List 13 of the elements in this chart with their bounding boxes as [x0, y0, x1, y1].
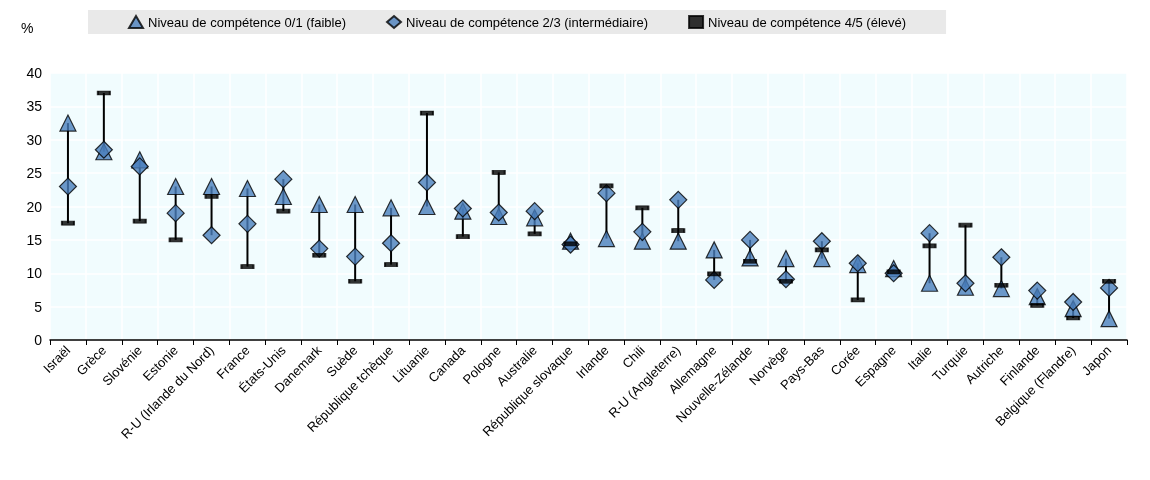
legend-label: Niveau de compétence 0/1 (faible) — [148, 14, 347, 30]
y-tick-label: 35 — [26, 98, 43, 115]
legend-label: Niveau de compétence 2/3 (intermédiaire) — [406, 14, 649, 30]
y-tick-label: 25 — [26, 165, 43, 182]
y-tick-label: 15 — [26, 231, 43, 248]
legend-label: Niveau de compétence 4/5 (élevé) — [708, 14, 907, 30]
y-tick-label: 5 — [34, 298, 43, 315]
y-tick-label: 20 — [26, 198, 43, 215]
y-axis-title: % — [21, 20, 34, 36]
y-tick-label: 40 — [26, 65, 43, 81]
y-tick-label: 30 — [26, 131, 43, 148]
y-tick-label: 10 — [26, 265, 43, 282]
y-tick-label: 0 — [34, 332, 43, 348]
